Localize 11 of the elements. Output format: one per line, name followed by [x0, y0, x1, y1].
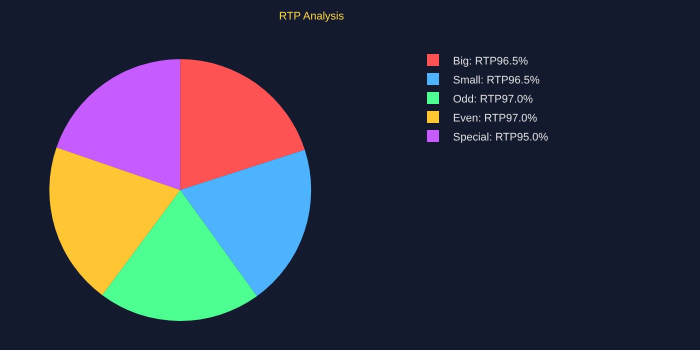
pie-slice	[102, 190, 257, 321]
pie-slice	[56, 59, 180, 190]
legend-label: Odd: RTP97.0%	[453, 93, 534, 106]
chart-title: RTP Analysis	[278, 10, 345, 23]
pie-slice	[49, 147, 180, 296]
pie-slice	[180, 150, 311, 296]
legend-label: Special: RTP95.0%	[453, 131, 548, 144]
pie-slice	[180, 59, 305, 190]
legend-label: Big: RTP96.5%	[453, 55, 528, 68]
legend-label: Small: RTP96.5%	[453, 74, 540, 86]
legend-label: Even: RTP97.0%	[453, 112, 538, 124]
